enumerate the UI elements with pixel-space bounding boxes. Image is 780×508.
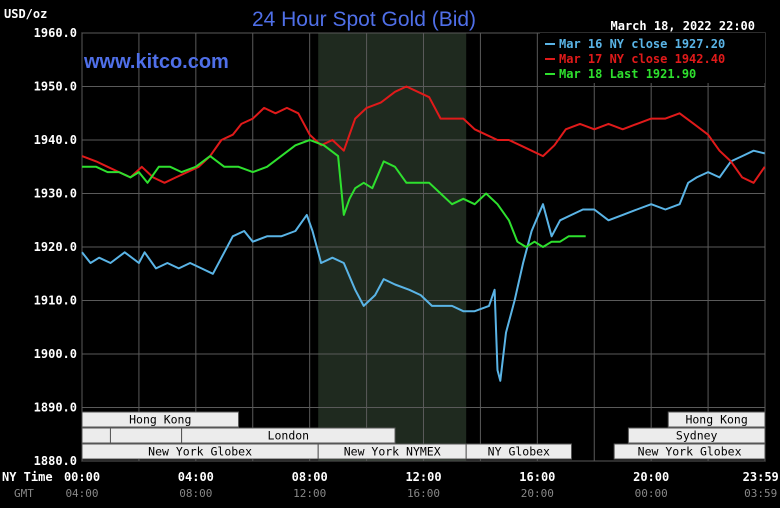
x-tick-label-gmt: 12:00 <box>293 487 326 500</box>
series-line-2 <box>81 85 766 184</box>
x-tick-label-gmt: 20:00 <box>521 487 554 500</box>
series-line-3 <box>82 139 586 248</box>
gmt-label: GMT <box>14 487 34 500</box>
legend-entry: Mar 18 Last 1921.90 <box>559 67 696 81</box>
x-tick-label-ny: 04:00 <box>178 470 214 484</box>
session-label: London <box>268 429 310 443</box>
chart-title: 24 Hour Spot Gold (Bid) <box>252 8 476 31</box>
site-watermark: www.kitco.com <box>83 51 229 73</box>
session-label: New York Globex <box>148 445 252 459</box>
x-tick-label-ny: 12:00 <box>405 470 441 484</box>
session-label: New York NYMEX <box>344 445 441 459</box>
y-tick-label: 1940.0 <box>34 133 77 147</box>
y-tick-label: 1920.0 <box>34 240 77 254</box>
x-tick-label-ny: 23:59 <box>743 470 779 484</box>
session-bar <box>667 411 766 428</box>
x-tick-label-ny: 16:00 <box>519 470 555 484</box>
y-tick-label: 1880.0 <box>34 454 77 468</box>
series-line-1 <box>81 149 765 382</box>
session-bar <box>81 427 111 444</box>
session-bar <box>81 411 240 428</box>
x-tick-label-ny: 08:00 <box>292 470 328 484</box>
y-tick-label: 1900.0 <box>34 347 77 361</box>
legend-box <box>540 33 765 83</box>
x-tick-label-gmt: 00:00 <box>635 487 668 500</box>
y-tick-label: 1950.0 <box>34 80 77 94</box>
x-tick-label-gmt: 03:59 <box>744 487 777 500</box>
y-tick-label: 1910.0 <box>34 294 77 308</box>
ny-time-label: NY Time <box>2 470 53 484</box>
y-tick-label: 1890.0 <box>34 401 77 415</box>
session-label: Sydney <box>676 429 718 443</box>
session-bar <box>627 427 766 444</box>
session-bar <box>613 443 766 460</box>
y-tick-label: 1930.0 <box>34 187 77 201</box>
datetime-label: March 18, 2022 22:00 <box>611 19 756 33</box>
session-label: New York Globex <box>638 445 742 459</box>
unit-label: USD/oz <box>4 7 47 21</box>
session-bar <box>181 427 396 444</box>
legend-entry: Mar 16 NY close 1927.20 <box>559 37 725 51</box>
x-tick-label-ny: 20:00 <box>633 470 669 484</box>
x-tick-label-gmt: 16:00 <box>407 487 440 500</box>
session-label: Hong Kong <box>129 413 191 427</box>
session-label: NY Globex <box>488 445 550 459</box>
session-bar <box>465 443 572 460</box>
session-label: Hong Kong <box>685 413 747 427</box>
x-tick-label-gmt: 08:00 <box>179 487 212 500</box>
legend-entry: Mar 17 NY close 1942.40 <box>559 52 725 66</box>
session-bar <box>109 427 183 444</box>
x-tick-label-ny: 00:00 <box>64 470 100 484</box>
y-tick-label: 1960.0 <box>34 26 77 40</box>
x-tick-label-gmt: 04:00 <box>65 487 98 500</box>
